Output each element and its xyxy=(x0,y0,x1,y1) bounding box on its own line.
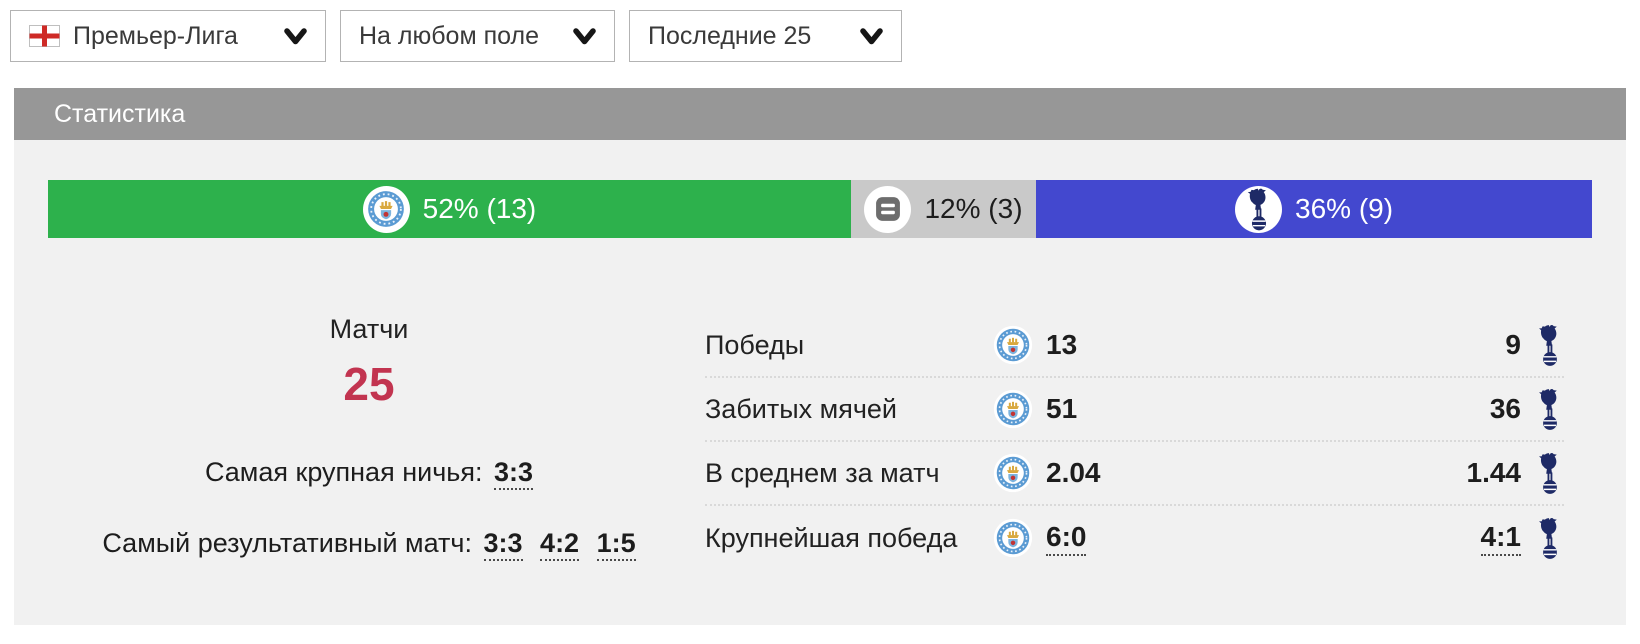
draw-bar-label: 12% (3) xyxy=(924,193,1023,224)
comparison-table: Победы 13 xyxy=(705,314,1564,570)
top-scoring-score[interactable]: 4:2 xyxy=(540,528,580,561)
row-label: Победы xyxy=(705,329,805,360)
biggest-draw-line: Самая крупная ничья: 3:3 xyxy=(48,457,690,490)
top-scoring-score[interactable]: 1:5 xyxy=(596,528,636,561)
league-dropdown[interactable]: Премьер-Лига xyxy=(10,10,326,62)
row-label: Крупнейшая победа xyxy=(705,522,958,553)
table-row-wins: Победы 13 xyxy=(705,314,1564,378)
home-value-biggest-win[interactable]: 6:0 xyxy=(1046,521,1087,556)
top-scoring-line: Самый результативный матч: 3:3 4:2 1:5 xyxy=(48,528,690,561)
home-value: 13 xyxy=(1046,329,1078,360)
stats-area: Матчи 25 Самая крупная ничья: 3:3 Самый … xyxy=(48,314,1592,570)
home-bar-label: 52% (13) xyxy=(422,193,537,224)
bar-segment-away: 36% (9) xyxy=(1036,180,1592,238)
tottenham-badge-icon xyxy=(1235,185,1283,233)
statistics-panel: Статистика xyxy=(14,88,1626,625)
panel-body: 52% (13) 12% (3) xyxy=(14,140,1626,625)
top-scoring-label: Самый результативный матч: xyxy=(102,528,472,558)
bar-segment-draw: 12% (3) xyxy=(850,180,1037,238)
man-city-badge-icon xyxy=(993,518,1033,558)
tottenham-badge-icon xyxy=(1536,450,1564,496)
top-scoring-score[interactable]: 3:3 xyxy=(483,528,523,561)
chevron-down-icon xyxy=(860,27,883,45)
man-city-badge-icon xyxy=(993,453,1033,493)
row-label: Забитых мячей xyxy=(705,393,897,424)
matches-label: Матчи xyxy=(329,314,409,344)
panel-header: Статистика xyxy=(14,88,1626,140)
tottenham-badge-icon xyxy=(1536,515,1564,561)
bar-segment-home: 52% (13) xyxy=(48,180,851,238)
results-bar: 52% (13) 12% (3) xyxy=(48,180,1592,238)
tottenham-badge-icon xyxy=(1536,322,1564,368)
chevron-down-icon xyxy=(284,27,307,45)
man-city-badge-icon xyxy=(993,325,1033,365)
away-value: 9 xyxy=(1505,329,1521,360)
england-flag-icon xyxy=(29,25,60,47)
away-value-biggest-win[interactable]: 4:1 xyxy=(1480,521,1521,556)
venue-dropdown[interactable]: На любом поле xyxy=(340,10,615,62)
away-value: 36 xyxy=(1489,393,1521,424)
match-count-dropdown[interactable]: Последние 25 xyxy=(629,10,902,62)
biggest-draw-label: Самая крупная ничья: xyxy=(204,457,483,487)
draw-icon xyxy=(864,185,912,233)
filter-bar: Премьер-Лига На любом поле Последние 25 xyxy=(0,0,1640,62)
table-row-biggest-win: Крупнейшая победа 6 xyxy=(705,506,1564,570)
man-city-badge-icon xyxy=(993,389,1033,429)
table-row-average: В среднем за матч 2 xyxy=(705,442,1564,506)
home-value: 51 xyxy=(1046,393,1078,424)
match-count-dropdown-label: Последние 25 xyxy=(648,21,812,50)
venue-dropdown-label: На любом поле xyxy=(359,21,539,50)
biggest-draw-score[interactable]: 3:3 xyxy=(493,457,533,490)
league-dropdown-label: Премьер-Лига xyxy=(73,21,238,50)
tottenham-badge-icon xyxy=(1536,386,1564,432)
summary-column: Матчи 25 Самая крупная ничья: 3:3 Самый … xyxy=(48,314,690,570)
matches-value: 25 xyxy=(343,358,395,410)
home-value: 2.04 xyxy=(1046,457,1101,488)
row-label: В среднем за матч xyxy=(705,457,940,488)
table-row-goals: Забитых мячей 51 xyxy=(705,378,1564,442)
panel-title: Статистика xyxy=(54,99,186,128)
away-value: 1.44 xyxy=(1466,457,1522,488)
man-city-badge-icon xyxy=(362,185,410,233)
away-bar-label: 36% (9) xyxy=(1295,193,1394,224)
chevron-down-icon xyxy=(573,27,596,45)
